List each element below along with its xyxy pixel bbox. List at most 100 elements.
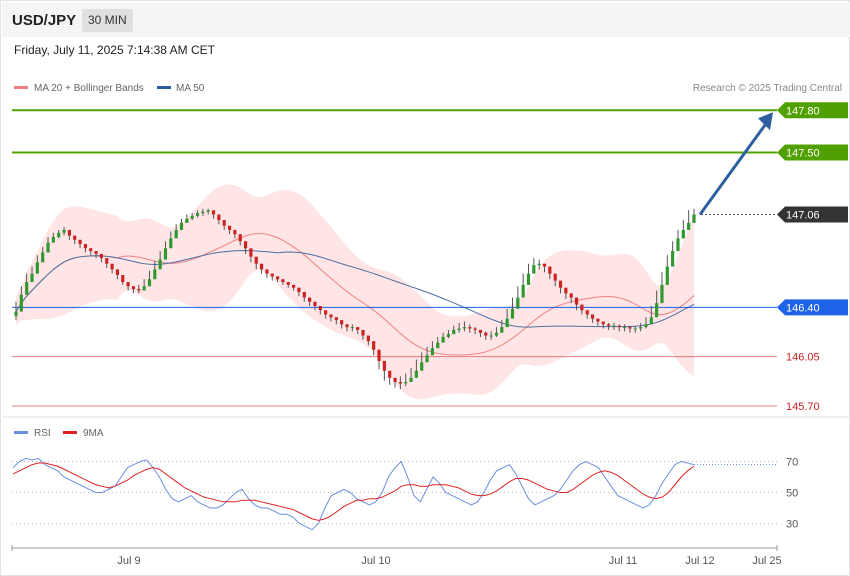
candle-up (201, 211, 205, 214)
x-tick-label: Jul 11 (609, 555, 638, 567)
candle-down (329, 314, 333, 318)
pivot-tag (777, 299, 848, 316)
ma20-swatch (14, 86, 28, 89)
candle-down (276, 276, 280, 280)
candle-down (313, 301, 317, 306)
candle-up (462, 327, 467, 329)
candle-down (238, 234, 242, 242)
candle-up (409, 377, 413, 383)
candle-down (382, 360, 386, 371)
candle-down (270, 273, 274, 277)
candle-up (457, 328, 461, 330)
candle-up (639, 327, 643, 329)
target-label: 147.50 (786, 148, 820, 160)
candle-down (110, 263, 114, 270)
candle-up (46, 242, 50, 253)
candle-down (377, 349, 381, 361)
candle-down (222, 220, 226, 226)
candle-down (388, 370, 392, 378)
candle-down (569, 293, 573, 298)
candle-down (345, 324, 349, 328)
pivot-label: 146.40 (786, 302, 820, 314)
target-label: 147.80 (786, 105, 820, 117)
candle-up (681, 229, 685, 239)
candle-down (265, 269, 269, 274)
ma50-line (15, 250, 695, 328)
candle-down (617, 325, 621, 328)
candle-down (292, 284, 296, 288)
target-tag (777, 144, 848, 161)
candle-down (249, 248, 253, 257)
candle-up (147, 279, 152, 287)
candle-down (126, 282, 130, 287)
current-price-tag (777, 206, 848, 223)
current-price-label: 147.06 (786, 209, 820, 221)
candle-up (644, 324, 648, 328)
candle-up (414, 370, 418, 378)
candle-up (41, 252, 45, 263)
moving-averages (15, 233, 695, 356)
candle-up (446, 334, 451, 337)
ma20-line (15, 233, 695, 356)
candle-down (585, 310, 589, 315)
legend: MA 20 + Bollinger Bands MA 50 Research ©… (14, 83, 842, 94)
candle-up (19, 294, 23, 312)
legend-ma20: MA 20 + Bollinger Bands (34, 83, 144, 94)
candle-down (73, 235, 77, 240)
candle-up (505, 318, 509, 328)
candle-down (548, 266, 552, 274)
candle-down (131, 286, 136, 290)
candle-up (687, 222, 691, 230)
candle-up (158, 259, 162, 270)
candle-down (211, 210, 216, 215)
candle-down (564, 287, 568, 294)
candle-down (259, 263, 264, 270)
bollinger-bands (16, 184, 694, 400)
symbol-title: USD/JPY (12, 12, 77, 29)
candle-up (179, 222, 184, 230)
candle-up (692, 214, 696, 223)
candle-down (606, 324, 611, 326)
candle-down (308, 297, 312, 302)
candle-up (35, 262, 39, 274)
candle-up (510, 308, 515, 319)
x-tick-label: Jul 25 (752, 555, 781, 567)
ma50-swatch (157, 86, 171, 89)
bollinger-band-area (16, 184, 694, 400)
candle-down (115, 269, 120, 276)
candle-down (558, 280, 563, 288)
candle-down (356, 327, 360, 330)
candle-up (516, 297, 520, 309)
price-levels (12, 109, 777, 407)
target-arrow (698, 112, 773, 216)
candle-down (334, 317, 338, 321)
candle-down (121, 275, 125, 283)
candle-up (441, 336, 445, 343)
candle-up (142, 286, 146, 291)
interval-button[interactable]: 30 MIN (82, 9, 133, 32)
candle-up (452, 329, 456, 335)
x-axis: Jul 9 Jul 10 Jul 11 Jul 12 Jul 25 (11, 545, 782, 567)
candle-up (537, 263, 541, 266)
candle-up (14, 311, 18, 316)
candle-up (633, 328, 637, 330)
candle-up (185, 218, 189, 223)
candle-up (521, 284, 525, 298)
candle-down (553, 273, 557, 281)
candle-down (468, 327, 472, 329)
candle-down (340, 320, 344, 325)
candle-down (281, 279, 285, 283)
legend-ma50: MA 50 (176, 83, 205, 94)
candle-down (94, 251, 98, 254)
candle-down (393, 377, 397, 383)
credit-text: Research © 2025 Trading Central (693, 83, 842, 94)
candle-up (25, 282, 29, 295)
candle-up (649, 317, 653, 325)
candle-down (601, 321, 605, 325)
candle-down (254, 256, 258, 264)
candle-down (542, 263, 547, 267)
rsi-tick-label: 50 (786, 488, 798, 500)
candle-up (350, 327, 354, 329)
